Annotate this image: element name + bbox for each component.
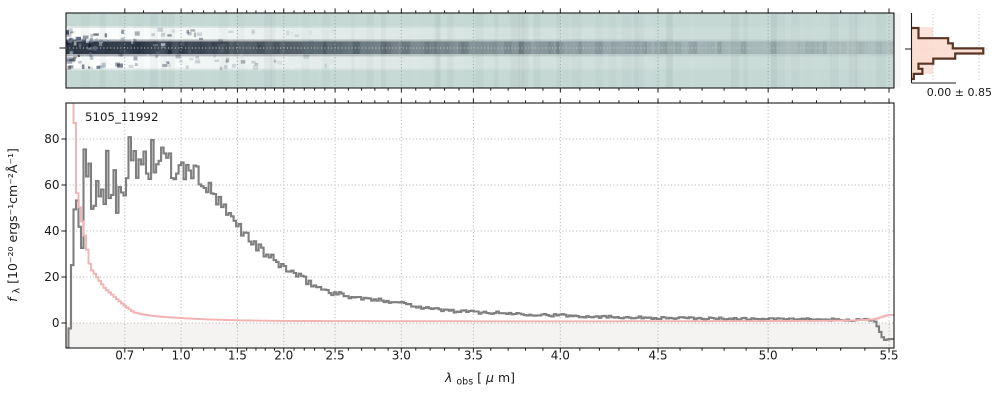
- spec2d-panel: [59, 8, 901, 93]
- flux-line: [66, 136, 894, 348]
- hist-bars: [911, 26, 985, 81]
- y-axis-label: f λ [10⁻²⁰ ergs⁻¹cm⁻²Å⁻¹]: [5, 148, 23, 302]
- x-tick-label: 2.5: [326, 349, 345, 363]
- x-axis-label-mu: μ: [485, 370, 494, 385]
- y-tick-label: 0: [52, 316, 60, 330]
- spec2d-noise: [66, 13, 901, 88]
- y-tick-label: 60: [44, 178, 59, 192]
- y-axis-label-f: f: [5, 296, 20, 302]
- residual-histogram-panel: [905, 13, 988, 84]
- x-tick-label: 3.0: [392, 349, 411, 363]
- y-tick-label: 80: [44, 132, 59, 146]
- plot-title: 5105_11992: [85, 110, 158, 124]
- error-line: [72, 103, 894, 323]
- hist-stats-label: 0.00 ± 0.85: [927, 86, 992, 99]
- y-tick-label: 40: [44, 224, 59, 238]
- x-tick-label: 3.5: [464, 349, 483, 363]
- x-tick-label: 5.0: [759, 349, 778, 363]
- y-axis-label-sub: λ: [12, 287, 23, 293]
- x-tick-label: 5.5: [879, 349, 898, 363]
- x-axis-label-sub: obs: [456, 377, 473, 388]
- x-tick-label: 2.0: [274, 349, 293, 363]
- x-axis-label-bracket: [: [477, 370, 482, 385]
- axis-labels: 5105_11992 0.00 ± 0.85 λ obs [ μ m] f λ …: [5, 86, 992, 388]
- x-tick-label: 1.0: [172, 349, 191, 363]
- x-tick-label: 4.5: [648, 349, 667, 363]
- x-axis-label-close: m]: [498, 370, 515, 385]
- below-zero-shade: [66, 323, 894, 348]
- x-tick-label: 1.5: [228, 349, 247, 363]
- x-tick-label: 0.7: [115, 349, 134, 363]
- y-axis-label-units: [10⁻²⁰ ergs⁻¹cm⁻²Å⁻¹]: [5, 148, 20, 284]
- x-axis-label-lambda: λ: [444, 370, 452, 385]
- y-tick-label: 20: [44, 270, 59, 284]
- x-axis-label: λ obs [ μ m]: [444, 370, 515, 388]
- x-tick-label: 4.0: [551, 349, 570, 363]
- spec1d-panel: 0.7 1.0 1.5 2.0 2.5 3.0 3.5 4.0 4.5 5.0 5.5 0 20 40 60…: [44, 98, 899, 363]
